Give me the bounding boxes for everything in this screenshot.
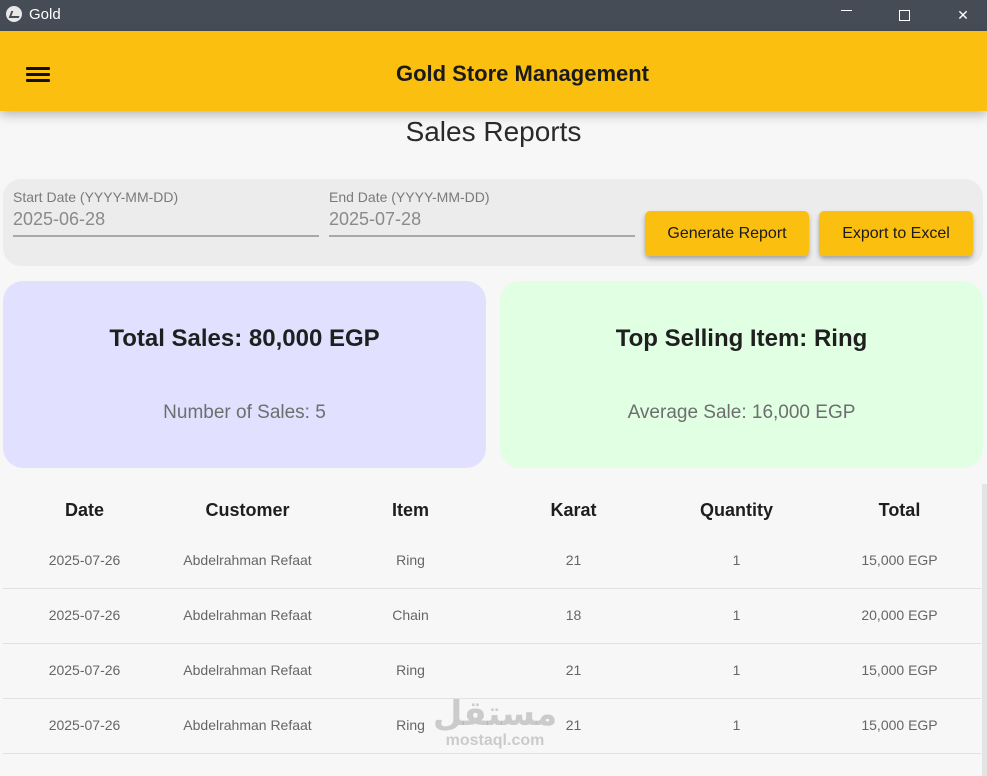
table-row[interactable]: 2025-07-26 Abdelrahman Refaat Ring 21 1 … — [3, 699, 981, 754]
cell-karat: 18 — [565, 607, 582, 623]
cell-customer: Abdelrahman Refaat — [183, 607, 312, 623]
header-quantity[interactable]: Quantity — [699, 500, 773, 520]
header-customer[interactable]: Customer — [205, 500, 290, 520]
watermark-latin: mostaql.com — [445, 732, 545, 749]
header-date[interactable]: Date — [64, 500, 104, 520]
generate-report-button[interactable]: Generate Report — [645, 211, 809, 256]
table-row[interactable]: 2025-07-26 Abdelrahman Refaat Ring 21 1 … — [3, 644, 981, 699]
cell-quantity: 1 — [732, 662, 741, 678]
cell-item: Chain — [392, 607, 429, 623]
export-to-excel-button[interactable]: Export to Excel — [819, 211, 973, 256]
cell-karat: 21 — [565, 552, 582, 568]
app-logo-icon — [6, 6, 22, 22]
top-item-card: Top Selling Item: Ring Average Sale: 16,… — [500, 281, 983, 468]
table-row[interactable]: 2025-07-26 Abdelrahman Refaat Ring 21 1 … — [3, 534, 981, 589]
cell-total: 15,000 EGP — [861, 552, 938, 568]
end-date-field[interactable]: End Date (YYYY-MM-DD) — [329, 189, 635, 237]
watermark-logo: مستقل mostaql.com — [430, 695, 560, 749]
app-bar: Gold Store Management — [0, 31, 987, 111]
window-title: Gold — [29, 6, 61, 23]
cell-total: 15,000 EGP — [861, 717, 938, 733]
report-filter-panel: Start Date (YYYY-MM-DD) End Date (YYYY-M… — [3, 179, 983, 266]
start-date-field[interactable]: Start Date (YYYY-MM-DD) — [13, 189, 319, 237]
cell-customer: Abdelrahman Refaat — [183, 552, 312, 568]
cell-customer: Abdelrahman Refaat — [183, 717, 312, 733]
end-date-input[interactable] — [329, 209, 635, 230]
watermark-arabic: مستقل — [432, 694, 558, 734]
cell-customer: Abdelrahman Refaat — [183, 662, 312, 678]
cell-date: 2025-07-26 — [48, 717, 121, 733]
window-title-bar: Gold ✕ — [0, 0, 987, 31]
app-title: Gold Store Management — [395, 61, 650, 86]
cell-total: 20,000 EGP — [861, 607, 938, 623]
sales-summary-card: Total Sales: 80,000 EGP Number of Sales:… — [3, 281, 486, 468]
header-karat[interactable]: Karat — [550, 500, 597, 520]
cell-item: Ring — [396, 662, 425, 678]
sales-table: Date Customer Item Karat Quantity Total … — [3, 484, 981, 754]
close-icon: ✕ — [957, 7, 969, 23]
cell-date: 2025-07-26 — [48, 552, 121, 568]
maximize-button[interactable] — [881, 0, 927, 31]
header-total[interactable]: Total — [878, 500, 921, 520]
maximize-icon — [898, 10, 910, 21]
cell-total: 15,000 EGP — [861, 662, 938, 678]
header-item[interactable]: Item — [391, 500, 429, 520]
hamburger-menu-icon[interactable] — [26, 67, 50, 84]
start-date-input[interactable] — [13, 209, 319, 230]
average-sale-text: Average Sale: 16,000 EGP — [627, 402, 856, 423]
cell-quantity: 1 — [732, 607, 741, 623]
table-header: Date Customer Item Karat Quantity Total — [3, 484, 981, 534]
end-date-label: End Date (YYYY-MM-DD) — [329, 189, 490, 205]
start-date-label: Start Date (YYYY-MM-DD) — [13, 189, 179, 205]
table-scrollbar[interactable] — [982, 484, 987, 776]
cell-karat: 21 — [565, 717, 582, 733]
cell-quantity: 1 — [732, 717, 741, 733]
minimize-button[interactable] — [823, 0, 869, 31]
page-title: Sales Reports — [405, 116, 582, 147]
cell-karat: 21 — [565, 662, 582, 678]
cell-date: 2025-07-26 — [48, 607, 121, 623]
cell-quantity: 1 — [732, 552, 741, 568]
cell-item: Ring — [396, 552, 425, 568]
number-of-sales-text: Number of Sales: 5 — [163, 402, 326, 423]
cell-date: 2025-07-26 — [48, 662, 121, 678]
total-sales-text: Total Sales: 80,000 EGP — [109, 325, 380, 352]
table-row[interactable]: 2025-07-26 Abdelrahman Refaat Chain 18 1… — [3, 589, 981, 644]
cell-item: Ring — [396, 717, 425, 733]
minimize-icon — [840, 10, 852, 11]
top-selling-item-text: Top Selling Item: Ring — [615, 325, 868, 352]
close-button[interactable]: ✕ — [940, 0, 986, 31]
